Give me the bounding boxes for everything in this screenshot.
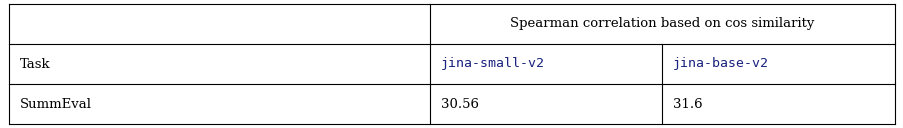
Text: Task: Task bbox=[20, 57, 51, 71]
Text: SummEval: SummEval bbox=[20, 98, 92, 111]
Text: jina-base-v2: jina-base-v2 bbox=[673, 57, 768, 71]
Text: 30.56: 30.56 bbox=[441, 98, 479, 111]
Text: 31.6: 31.6 bbox=[673, 98, 703, 111]
Text: jina-small-v2: jina-small-v2 bbox=[441, 57, 545, 71]
Text: Spearman correlation based on cos similarity: Spearman correlation based on cos simila… bbox=[509, 17, 814, 30]
